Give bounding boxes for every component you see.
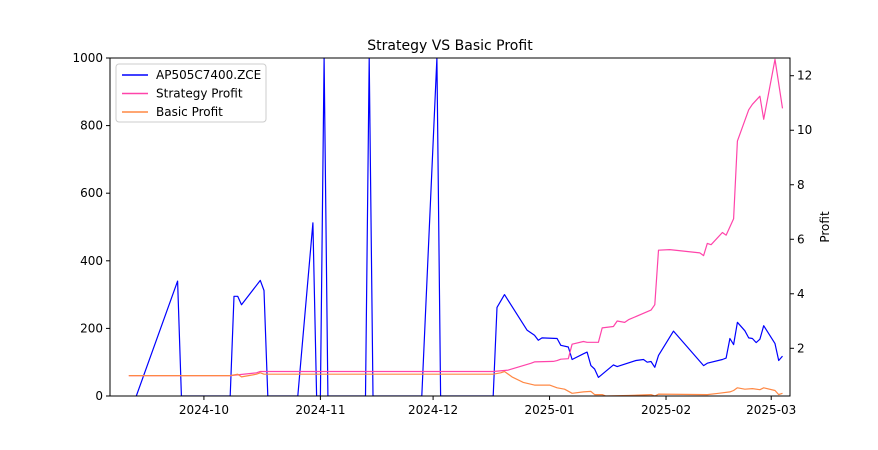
legend-entry: AP505C7400.ZCE: [156, 68, 261, 82]
y-right-tick-label: 12: [797, 69, 812, 83]
legend-entry: Strategy Profit: [156, 87, 243, 101]
plot-frame: [109, 57, 791, 397]
y-right-tick-label: 6: [797, 232, 805, 246]
x-tick-label: 2025-02: [641, 403, 691, 417]
y-right-tick-label: 4: [797, 287, 805, 301]
series-line-2: [128, 370, 783, 396]
series-line-1: [128, 58, 784, 377]
y-right-tick-label: 2: [797, 341, 805, 355]
x-axis: 2024-10 2024-11 2024-12 2025-01 2025-02 2025-…: [179, 396, 796, 417]
x-tick-label: 2024-10: [179, 403, 229, 417]
legend-entry: Basic Profit: [156, 105, 223, 119]
x-tick-label: 2024-11: [295, 403, 345, 417]
y-right-tick-label: 8: [797, 178, 805, 192]
y-left-tick-label: 400: [80, 254, 103, 268]
chart-title: Strategy VS Basic Profit: [367, 38, 533, 54]
y-left-tick-label: 600: [80, 186, 103, 200]
y-left-tick-label: 0: [95, 389, 103, 403]
y-right-tick-label: 10: [797, 123, 812, 137]
x-tick-label: 2025-01: [524, 403, 574, 417]
legend-box: [115, 63, 267, 123]
y-left-tick-label: 800: [80, 119, 103, 133]
y-axis-right-label: Profit: [818, 211, 832, 243]
series-line-0: [135, 58, 783, 396]
x-tick-label: 2025-03: [746, 403, 796, 417]
legend: AP505C7400.ZCE Strategy Profit Basic Profi…: [115, 63, 267, 123]
y-axis-left: 0 200 400 600 800 1000: [72, 51, 110, 403]
y-left-tick-label: 1000: [72, 51, 103, 65]
y-axis-right: 2 4 6 8 10 12: [790, 69, 812, 355]
x-tick-label: 2024-12: [408, 403, 458, 417]
y-left-tick-label: 200: [80, 321, 103, 335]
plot-area: [128, 58, 784, 396]
